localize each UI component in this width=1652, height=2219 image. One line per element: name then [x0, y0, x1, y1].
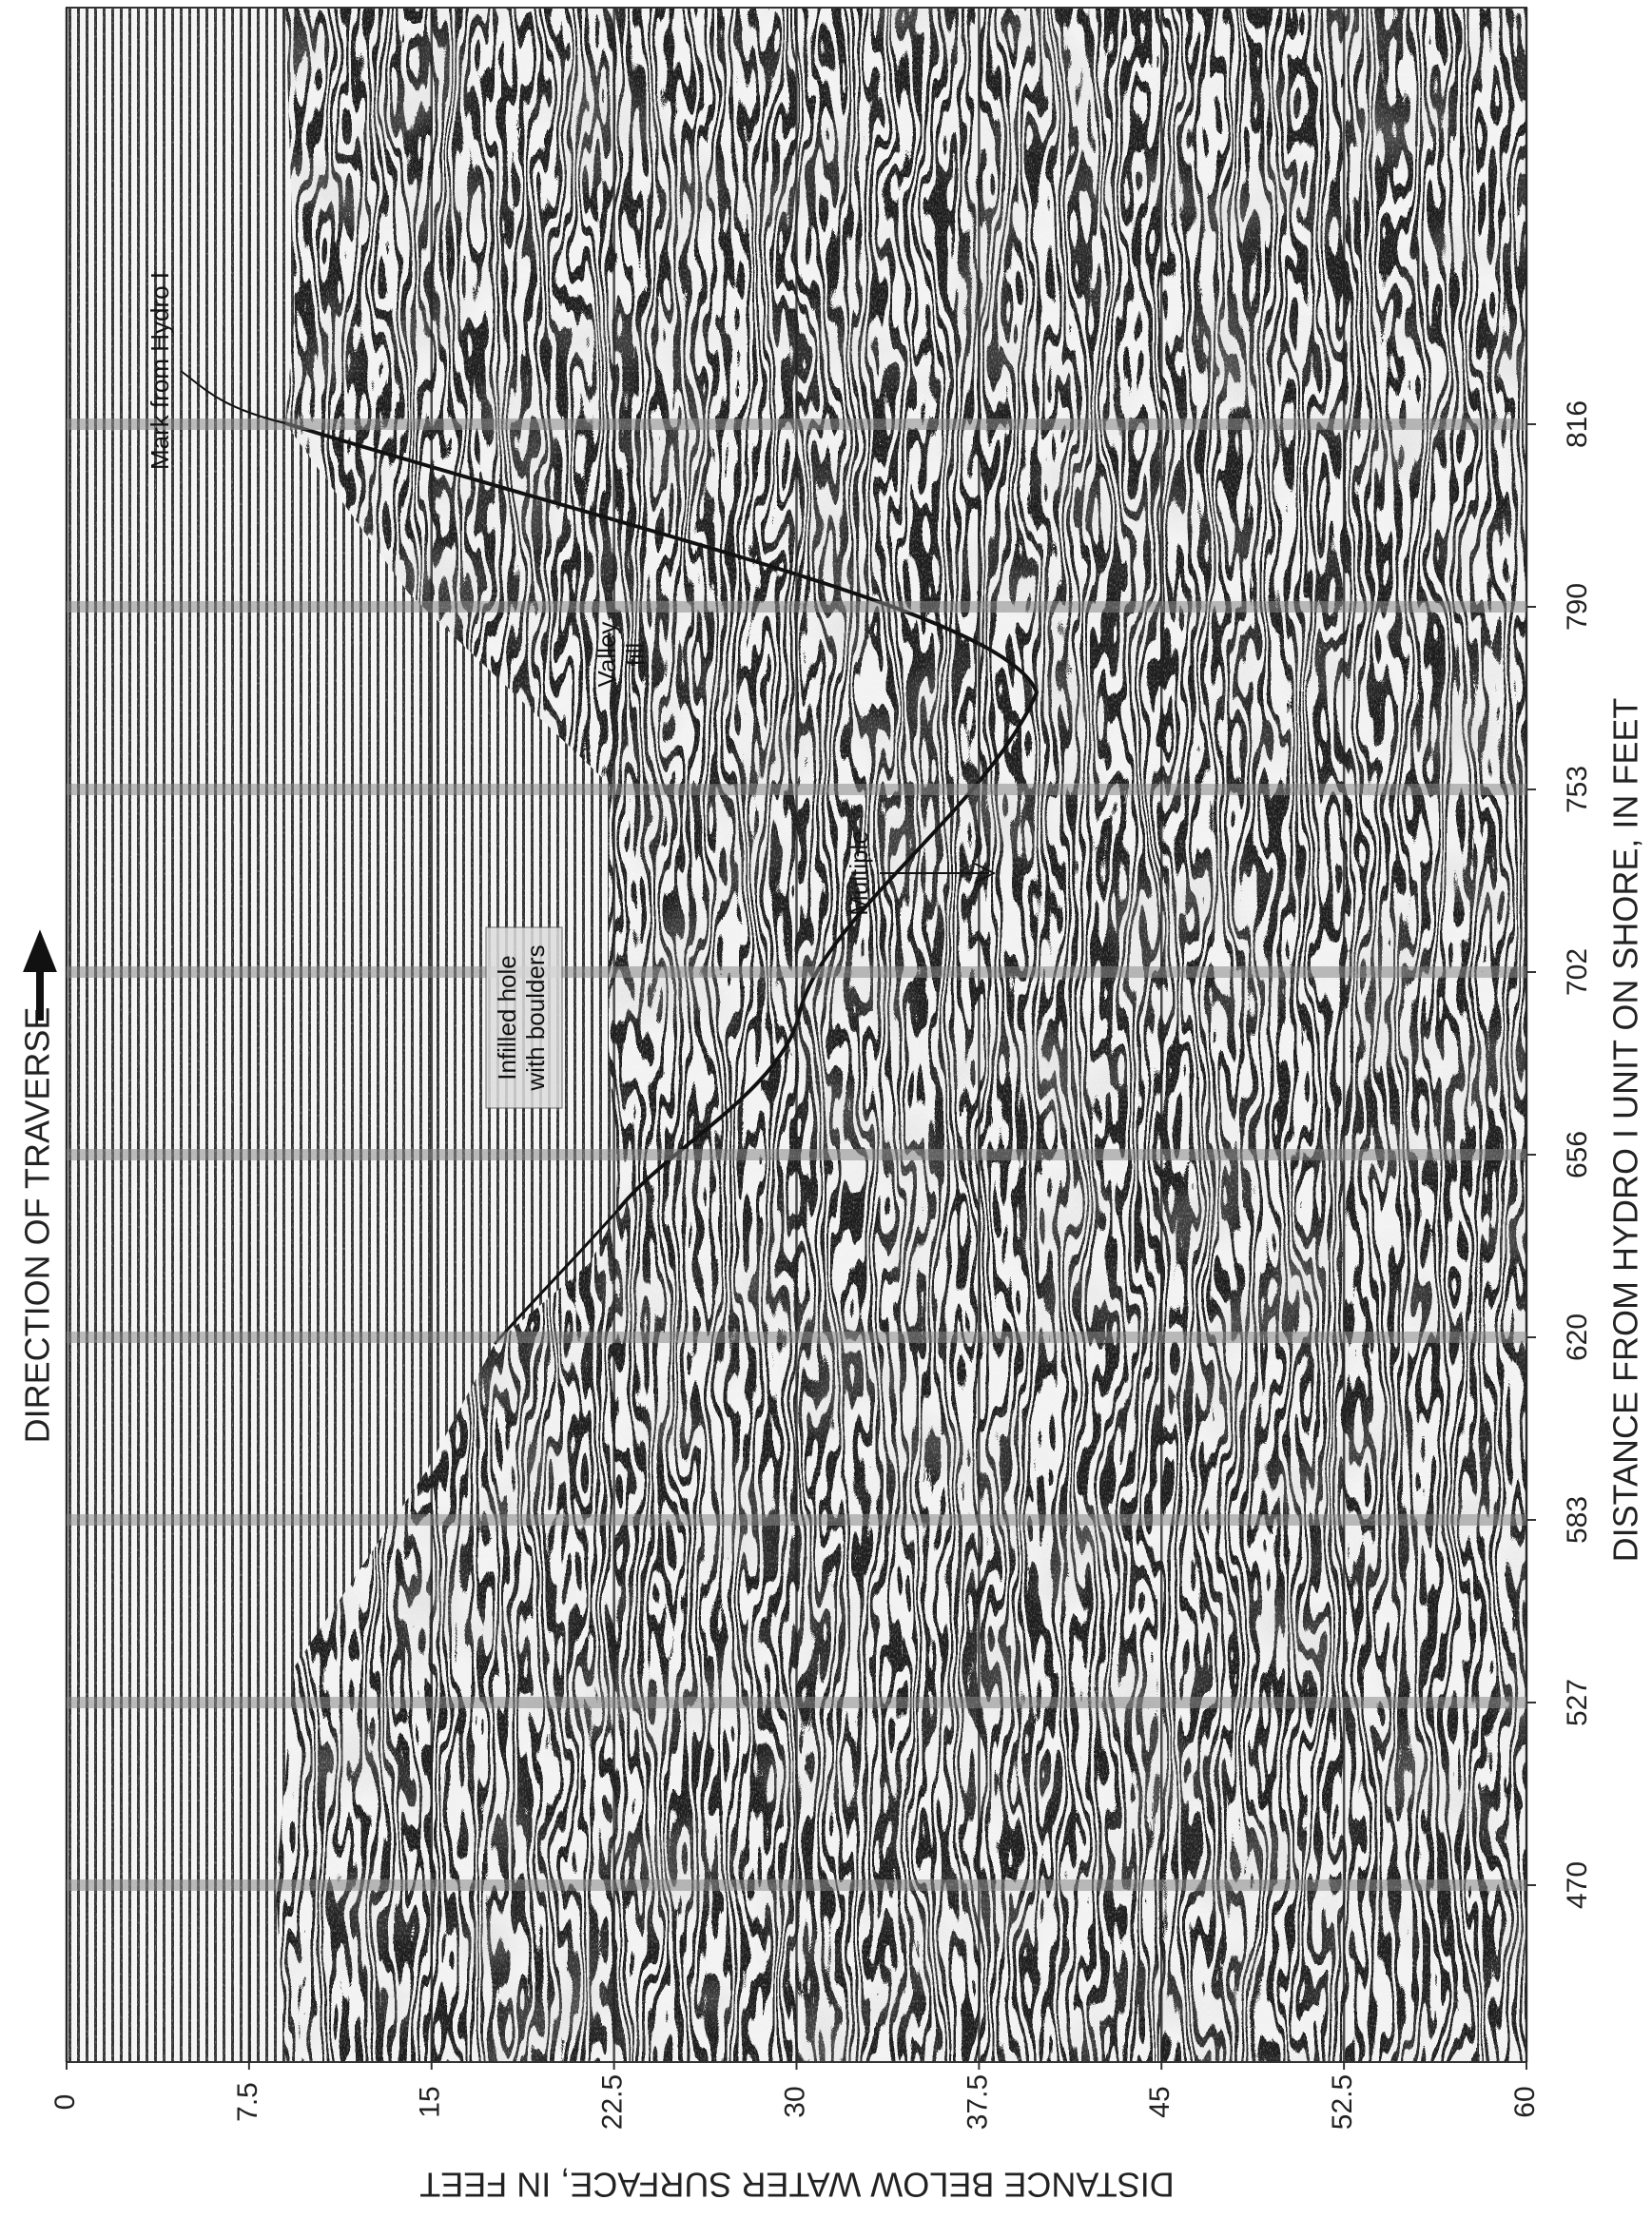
x-tick-label: 816 — [1562, 400, 1593, 448]
y-tick-label: 37.5 — [962, 2074, 993, 2130]
fix-mark — [67, 966, 1526, 978]
fix-mark — [67, 1879, 1526, 1891]
x-tick-label: 583 — [1562, 1496, 1593, 1544]
landscape-frame: DIRECTION OF TRAVERSE DISTANCE FROM HYDR… — [10, 0, 1645, 2204]
y-tick-label: 52.5 — [1327, 2074, 1358, 2130]
figure: DIRECTION OF TRAVERSE DISTANCE FROM HYDR… — [0, 0, 1652, 2214]
fix-mark — [67, 1697, 1526, 1708]
x-tick-label: 656 — [1562, 1131, 1593, 1178]
annotation: fill — [621, 643, 650, 667]
y-tick-label: 22.5 — [597, 2074, 629, 2130]
x-tick-label: 790 — [1562, 583, 1593, 631]
fix-mark — [67, 1514, 1526, 1526]
y-tick-label: 7.5 — [232, 2082, 263, 2122]
y-axis-title: DISTANCE BELOW WATER SURFACE, IN FEET — [419, 2165, 1174, 2204]
fix-mark — [67, 418, 1526, 430]
fix-mark — [67, 601, 1526, 613]
x-tick-label: 753 — [1562, 766, 1593, 813]
seismic-record — [10, 0, 1588, 2119]
annotation: Multiple — [845, 830, 873, 916]
x-tick-label: 702 — [1562, 948, 1593, 996]
direction-label: DIRECTION OF TRAVERSE — [18, 1007, 57, 1444]
annotation: Mark from Hydro I — [146, 272, 174, 470]
x-tick-label: 470 — [1562, 1861, 1593, 1909]
annotation: Infilled hole — [493, 955, 521, 1080]
x-tick-label: 620 — [1562, 1314, 1593, 1361]
fix-mark — [67, 1332, 1526, 1343]
y-tick-label: 45 — [1144, 2086, 1176, 2117]
y-tick-label: 15 — [415, 2086, 446, 2117]
annotation: Valley — [593, 622, 621, 688]
x-axis-title: DISTANCE FROM HYDRO I UNIT ON SHORE, IN … — [1606, 698, 1645, 1563]
y-tick-label: 0 — [49, 2094, 81, 2111]
annotation: with boulders — [521, 944, 550, 1091]
y-tick-label: 30 — [779, 2086, 810, 2117]
y-tick-label: 60 — [1509, 2086, 1541, 2117]
fix-mark — [67, 1149, 1526, 1160]
fix-mark — [67, 784, 1526, 795]
x-tick-label: 527 — [1562, 1679, 1593, 1726]
